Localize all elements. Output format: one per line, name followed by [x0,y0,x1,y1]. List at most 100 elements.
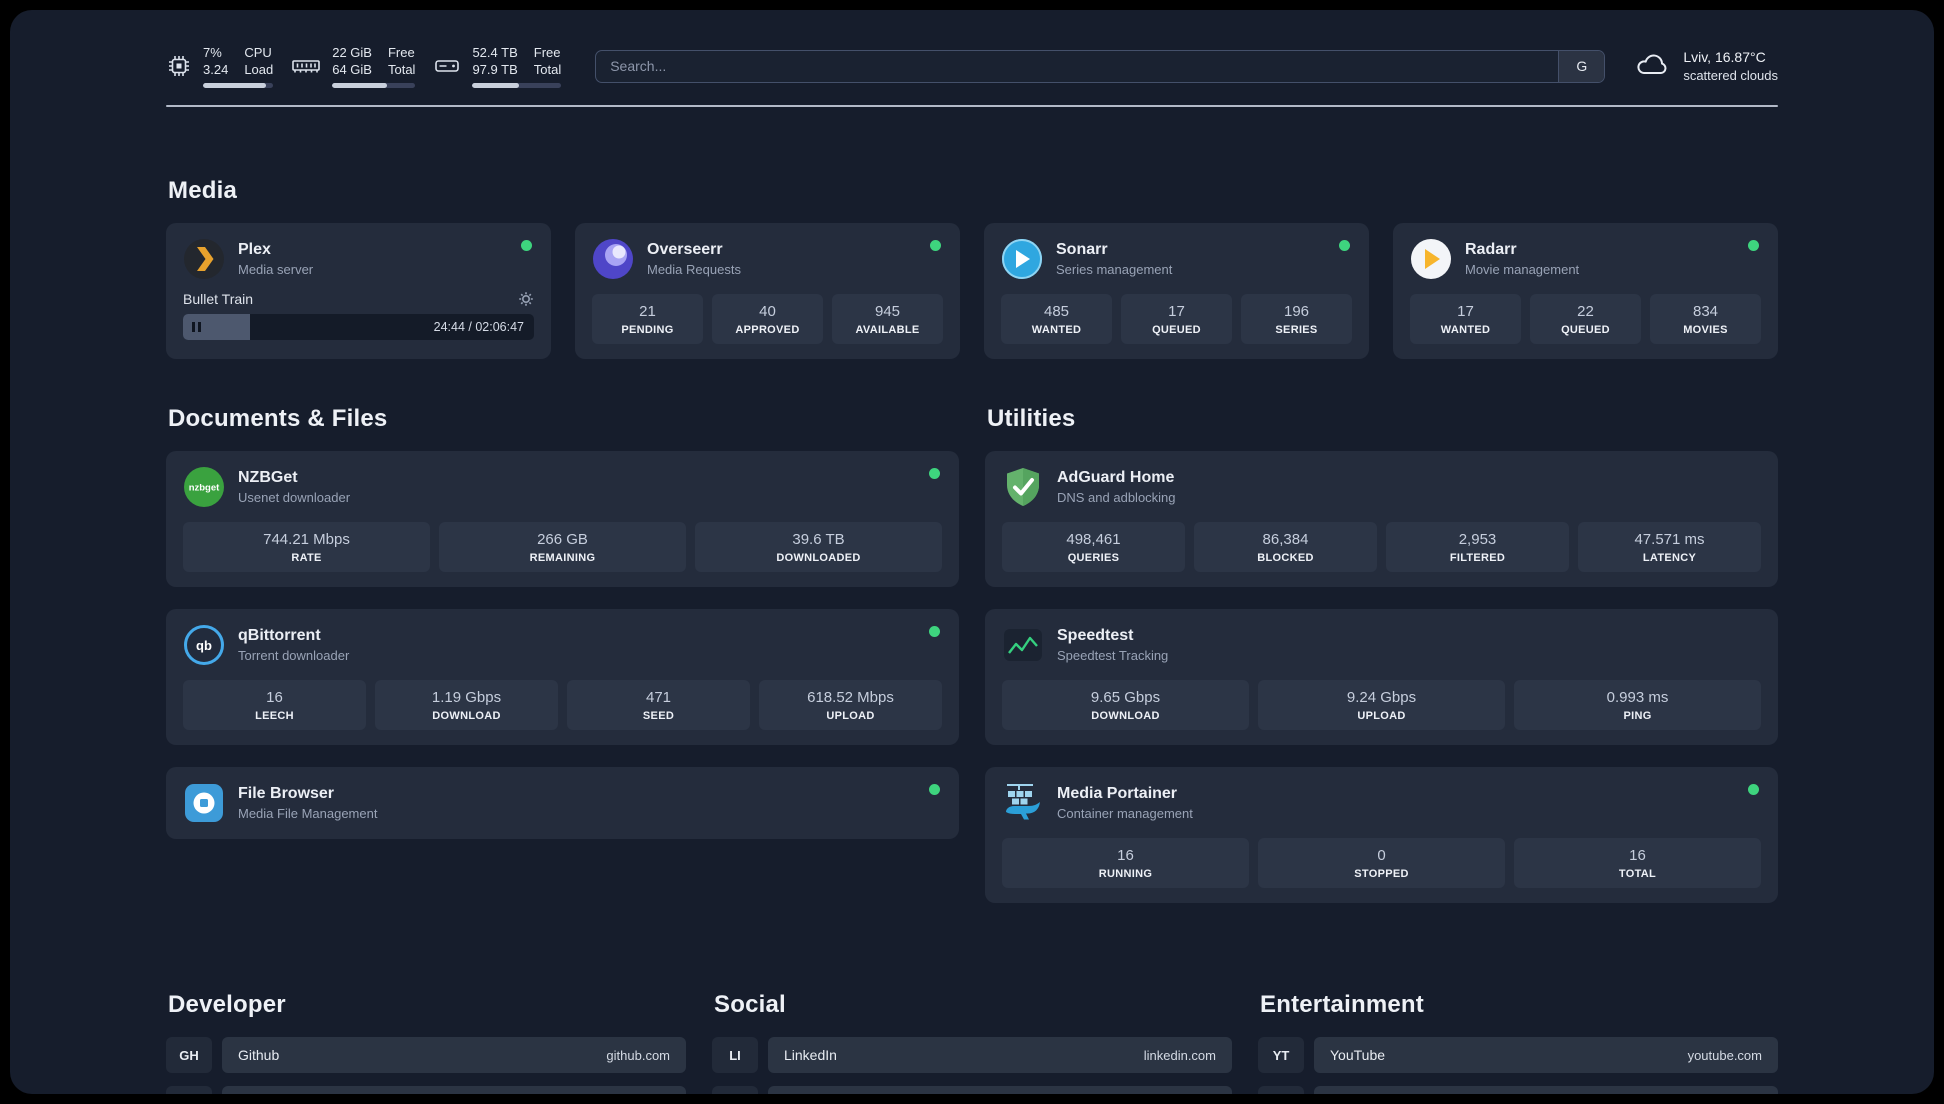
section-title-utilities: Utilities [987,405,1076,433]
weather-widget: Lviv, 16.87°C scattered clouds [1633,48,1778,84]
speedtest-graph-icon [1002,624,1044,666]
search-input[interactable] [596,50,1559,82]
weather-location: Lviv, 16.87°C [1683,48,1766,65]
app-card-plex[interactable]: Plex Media server Bullet Train 24:44 / 0… [166,223,551,360]
app-card-nzbget[interactable]: nzbget NZBGet Usenet downloader 744.21 M… [166,451,959,588]
svg-text:qb: qb [196,638,212,653]
nzbget-icon: nzbget [183,466,225,508]
bookmark-abbr: TW [712,1086,758,1094]
stat-box: 2,953 FILTERED [1386,522,1569,573]
stat-box: 16 LEECH [183,680,366,731]
search-engine-button[interactable]: G [1558,50,1605,82]
stat-box: 40 APPROVED [712,294,823,345]
topbar: 7% 3.24 CPU Load 22 GiB [166,10,1778,89]
disk-labels: Free Total [533,45,562,78]
section-social: Social LI LinkedIn linkedin.com TW Twitt… [712,991,1232,1094]
cpu-labels: CPU Load [244,45,274,78]
app-name: qBittorrent [238,627,321,645]
pause-button[interactable] [192,322,201,333]
playback-time: 24:44 / 02:06:47 [433,320,524,335]
bookmark-twitter[interactable]: TW Twitter twitter.com [712,1086,1232,1094]
app-name: Overseerr [647,241,723,259]
section-entertainment: Entertainment YT YouTube youtube.com NF … [1258,991,1778,1094]
cpu-load-value: 3.24 [203,62,229,78]
section-title-documents: Documents & Files [168,405,388,433]
app-subtitle: Media server [238,262,314,278]
memory-labels: Free Total [387,45,416,78]
section-title-social: Social [714,991,786,1019]
stat-box: 17 QUEUED [1121,294,1232,345]
stat-box: 21 PENDING [592,294,703,345]
stat-box: 498,461 QUERIES [1002,522,1185,573]
app-card-sonarr[interactable]: Sonarr Series management 485 WANTED 17 Q… [984,223,1369,360]
status-dot [1748,784,1759,796]
section-title-media: Media [168,177,238,205]
section-title-developer: Developer [168,991,286,1019]
playback-progress-bar: 24:44 / 02:06:47 [183,314,534,341]
status-dot [521,240,532,252]
section-title-entertainment: Entertainment [1260,991,1424,1019]
now-playing-title: Bullet Train [183,291,254,308]
adguard-shield-icon [1002,466,1044,508]
bookmark-stackoverflow[interactable]: SO StackOverflow stackoverflow.com [166,1086,686,1094]
app-subtitle: DNS and adblocking [1057,490,1176,506]
weather-condition: scattered clouds [1683,67,1778,83]
section-developer: Developer GH Github github.com SO StackO… [166,991,686,1094]
app-name: File Browser [238,785,335,803]
cpu-chip-icon [166,53,192,79]
stat-box: 47.571 ms LATENCY [1578,522,1761,573]
bookmark-github[interactable]: GH Github github.com [166,1037,686,1074]
memory-progress-bar [332,83,416,89]
app-subtitle: Movie management [1465,262,1580,278]
app-card-speedtest[interactable]: Speedtest Speedtest Tracking 9.65 Gbps D… [985,609,1778,746]
cpu-progress-bar [203,83,274,89]
disk-values: 52.4 TB 97.9 TB [472,45,518,78]
bookmark-linkedin[interactable]: LI LinkedIn linkedin.com [712,1037,1232,1074]
cloud-icon [1633,49,1671,84]
cpu-widget: 7% 3.24 CPU Load [166,44,274,89]
section-documents: Documents & Files nzbget NZBGet Usenet d… [166,405,959,925]
bookmark-abbr: SO [166,1086,212,1094]
stat-box: 17 WANTED [1410,294,1521,345]
stat-box: 196 SERIES [1241,294,1352,345]
app-card-qbittorrent[interactable]: qb qBittorrent Torrent downloader 16 LEE… [166,609,959,746]
stat-box: 16 TOTAL [1514,838,1761,889]
status-dot [929,468,940,480]
qbittorrent-icon: qb [183,624,225,666]
sonarr-icon [1001,238,1043,280]
settings-gear-icon[interactable] [518,291,534,307]
app-subtitle: Usenet downloader [238,490,351,506]
bookmark-youtube[interactable]: YT YouTube youtube.com [1258,1037,1778,1074]
status-dot [929,626,940,638]
status-dot [1748,240,1759,252]
stat-box: 945 AVAILABLE [832,294,943,345]
bookmark-netflix[interactable]: NF Netflix netflix.com [1258,1086,1778,1094]
app-card-adguard[interactable]: AdGuard Home DNS and adblocking 498,461 … [985,451,1778,588]
status-dot [929,784,940,796]
app-name: AdGuard Home [1057,469,1175,487]
app-card-file-browser[interactable]: File Browser Media File Management [166,767,959,840]
stat-box: 618.52 Mbps UPLOAD [759,680,942,731]
app-name: NZBGet [238,469,298,487]
section-media: Media Plex Media server Bullet Train [166,177,1778,360]
disk-widget: 52.4 TB 97.9 TB Free Total [433,44,562,89]
stat-box: 834 MOVIES [1650,294,1761,345]
portainer-whale-icon [1002,782,1044,824]
memory-icon [291,53,321,79]
app-name: Media Portainer [1057,785,1178,803]
disk-progress-bar [472,83,562,89]
status-dot [930,240,941,252]
app-card-radarr[interactable]: Radarr Movie management 17 WANTED 22 QUE… [1393,223,1778,360]
stat-box: 39.6 TB DOWNLOADED [695,522,942,573]
app-name: Speedtest [1057,627,1134,645]
app-subtitle: Torrent downloader [238,648,350,664]
bookmark-abbr: NF [1258,1086,1304,1094]
topbar-divider [166,105,1778,108]
dashboard-root: 7% 3.24 CPU Load 22 GiB [10,10,1934,1094]
app-card-portainer[interactable]: Media Portainer Container management 16 … [985,767,1778,904]
app-card-overseerr[interactable]: Overseerr Media Requests 21 PENDING 40 A… [575,223,960,360]
app-subtitle: Media File Management [238,806,378,822]
section-utilities: Utilities AdGuard Home DNS and adblockin… [985,405,1778,925]
stat-box: 471 SEED [567,680,750,731]
stat-box: 9.24 Gbps UPLOAD [1258,680,1505,731]
